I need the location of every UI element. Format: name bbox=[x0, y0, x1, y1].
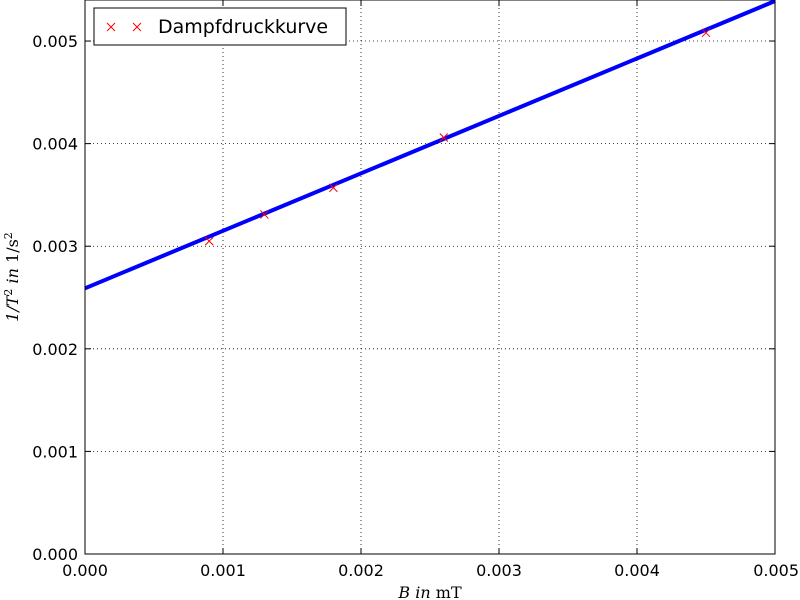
x-tick-label: 0.001 bbox=[200, 561, 246, 580]
y-tick-label: 0.005 bbox=[32, 32, 78, 51]
x-tick-label: 0.002 bbox=[338, 561, 384, 580]
x-tick-label: 0.004 bbox=[614, 561, 660, 580]
data-point-marker bbox=[260, 210, 269, 219]
y-tick-label: 0.003 bbox=[32, 237, 78, 256]
x-tick-label: 0.003 bbox=[476, 561, 522, 580]
data-points bbox=[204, 28, 711, 246]
legend-x-marker bbox=[106, 22, 116, 32]
fit-line bbox=[84, 0, 776, 291]
x-tick-labels: 0.000 0.001 0.002 0.003 0.004 0.005 bbox=[62, 561, 799, 580]
data-point-marker bbox=[204, 236, 214, 246]
data-point-marker bbox=[439, 133, 449, 142]
grid bbox=[85, 0, 775, 554]
legend: Dampfdruckkurve bbox=[93, 7, 347, 46]
x-tick-label: 0.005 bbox=[753, 561, 799, 580]
legend-marker bbox=[106, 22, 142, 32]
legend-x-marker bbox=[132, 22, 142, 32]
axis-ticks bbox=[84, 0, 776, 555]
y-tick-label: 0.002 bbox=[32, 340, 78, 359]
legend-label: Dampfdruckkurve bbox=[158, 16, 328, 38]
y-tick-label: 0.001 bbox=[32, 442, 78, 461]
x-axis-label: B in mT bbox=[397, 583, 462, 600]
data-point-marker bbox=[329, 183, 338, 193]
fit-line-group bbox=[84, 0, 776, 291]
plot-frame bbox=[84, 0, 776, 555]
legend-box bbox=[93, 7, 347, 46]
x-tick-label: 0.000 bbox=[62, 561, 108, 580]
y-tick-label: 0.004 bbox=[32, 135, 78, 154]
y-tick-labels: 0.000 0.001 0.002 0.003 0.004 0.005 bbox=[32, 32, 78, 564]
y-tick-label: 0.000 bbox=[32, 545, 78, 564]
data-point-marker bbox=[701, 28, 711, 38]
y-axis-label: 1/T2 in 1/s2 bbox=[2, 232, 23, 322]
